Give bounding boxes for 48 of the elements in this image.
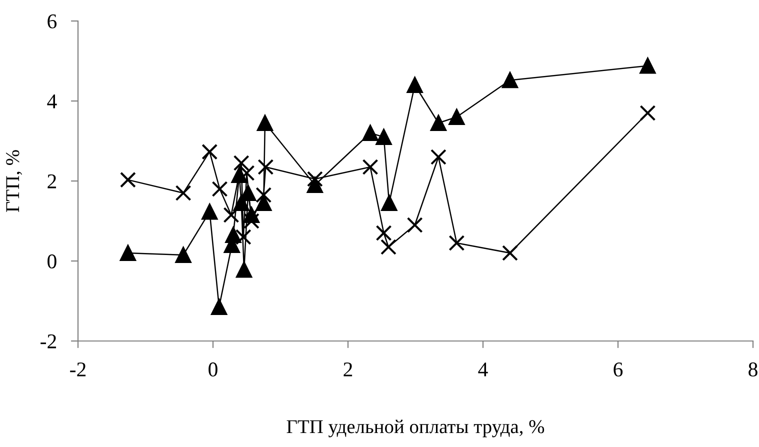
point bbox=[381, 195, 398, 211]
point bbox=[211, 299, 228, 315]
point bbox=[448, 235, 465, 251]
point bbox=[376, 225, 392, 241]
point bbox=[223, 207, 240, 223]
x-tick-label: -2 bbox=[70, 362, 86, 376]
point bbox=[502, 72, 518, 88]
point bbox=[430, 149, 446, 165]
y-tick-label: 4 bbox=[47, 94, 57, 108]
x-tick-label: 4 bbox=[478, 362, 488, 376]
x-axis-title: ГТП удельной оплаты труда, % bbox=[286, 420, 544, 438]
x-tick-label: 2 bbox=[344, 362, 352, 376]
point bbox=[233, 155, 250, 171]
point bbox=[175, 247, 192, 263]
point bbox=[202, 204, 218, 220]
y-axis-title: ГТП, % bbox=[6, 150, 22, 212]
point bbox=[448, 109, 465, 125]
x-tick-label: 0 bbox=[208, 362, 218, 376]
y-tick-label: -2 bbox=[40, 334, 56, 348]
y-tick-label: 2 bbox=[48, 174, 56, 188]
point bbox=[236, 262, 252, 278]
point bbox=[235, 229, 252, 245]
point bbox=[120, 245, 136, 261]
point bbox=[502, 245, 518, 261]
point bbox=[406, 77, 423, 93]
point bbox=[258, 159, 274, 175]
point bbox=[376, 129, 392, 145]
point bbox=[256, 187, 272, 203]
point bbox=[243, 213, 260, 229]
point bbox=[120, 172, 136, 188]
point bbox=[640, 58, 656, 74]
point bbox=[238, 165, 255, 181]
x-tick-label: 6 bbox=[614, 362, 623, 376]
point bbox=[362, 125, 378, 141]
point bbox=[362, 159, 378, 175]
point bbox=[380, 239, 396, 255]
point bbox=[256, 115, 273, 131]
point bbox=[225, 227, 242, 243]
point bbox=[202, 144, 218, 160]
point bbox=[430, 115, 446, 131]
point bbox=[306, 171, 323, 187]
point bbox=[212, 181, 228, 197]
point bbox=[640, 105, 656, 121]
y-tick-label: 6 bbox=[48, 14, 57, 28]
point bbox=[406, 217, 423, 233]
y-tick-label: 0 bbox=[48, 254, 56, 268]
x-tick-label: 8 bbox=[748, 362, 758, 376]
point bbox=[175, 185, 192, 201]
